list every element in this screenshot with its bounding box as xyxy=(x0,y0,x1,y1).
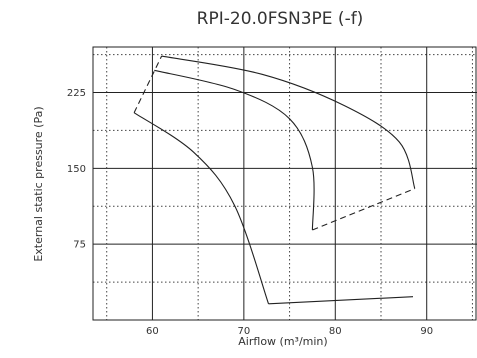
y-tick-label: 75 xyxy=(73,240,86,251)
x-tick-label: 90 xyxy=(420,326,433,337)
series-line-0 xyxy=(161,55,416,189)
y-tick-label: 150 xyxy=(67,164,86,175)
tick-labels: 60 70 80 90 75 150 225 xyxy=(67,88,433,337)
series-line-3 xyxy=(268,296,414,305)
series-line-1 xyxy=(154,69,315,231)
x-tick-label: 70 xyxy=(237,326,250,337)
series-line-dashed-4 xyxy=(133,55,163,113)
x-axis-title: Airflow (m³/min) xyxy=(238,335,327,348)
series-line-2 xyxy=(133,112,270,304)
x-tick-label: 80 xyxy=(329,326,342,337)
y-axis-title: External static pressure (Pa) xyxy=(32,106,45,261)
dotted-grid xyxy=(93,47,477,320)
series-layer xyxy=(133,55,416,305)
chart-title: RPI-20.0FSN3PE (-f) xyxy=(196,9,364,29)
solid-grid xyxy=(93,47,477,320)
x-tick-label: 60 xyxy=(146,326,159,337)
plot-frame xyxy=(92,46,477,321)
series-line-dashed-5 xyxy=(312,188,416,231)
y-tick-label: 225 xyxy=(67,88,86,99)
